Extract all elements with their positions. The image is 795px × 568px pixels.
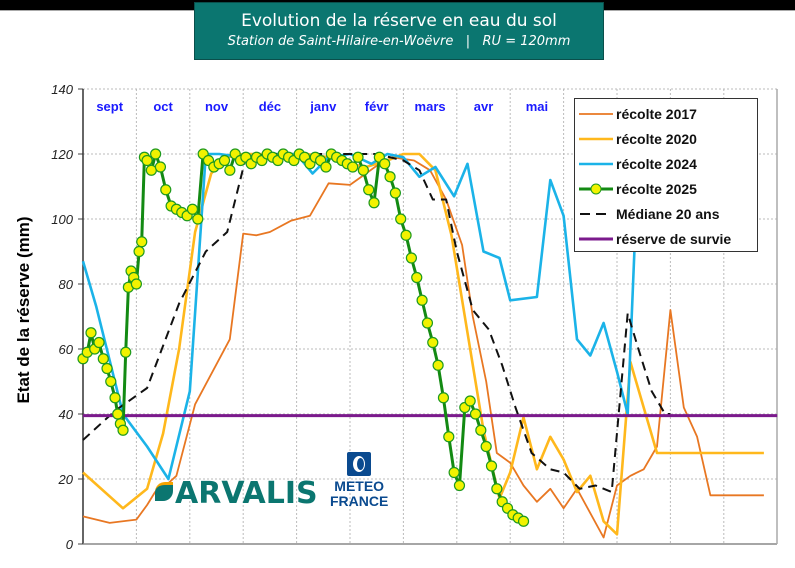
y-tick-label: 140 bbox=[51, 82, 73, 97]
month-label: févr bbox=[365, 99, 389, 114]
legend-swatch-icon bbox=[579, 107, 613, 121]
month-label: mai bbox=[526, 99, 548, 114]
legend-item: récolte 2020 bbox=[579, 126, 753, 151]
y-tick-label: 60 bbox=[59, 342, 74, 357]
y-tick-label: 80 bbox=[59, 277, 74, 292]
month-label: mars bbox=[415, 99, 446, 114]
chart-subtitle: Station de Saint-Hilaire-en-Woëvre | RU … bbox=[227, 34, 571, 49]
legend-item: récolte 2025 bbox=[579, 176, 753, 201]
legend-label: réserve de survie bbox=[616, 230, 732, 247]
y-tick-label: 20 bbox=[58, 472, 74, 487]
legend-item: récolte 2024 bbox=[579, 151, 753, 176]
month-label: janv bbox=[309, 99, 337, 114]
legend-item: Médiane 20 ans bbox=[579, 201, 753, 226]
arvalis-leaf-icon bbox=[155, 482, 173, 501]
legend-swatch-icon bbox=[579, 232, 613, 246]
legend-item: récolte 2017 bbox=[579, 101, 753, 126]
meteo-france-logo: METEO FRANCE bbox=[330, 452, 388, 509]
series-line bbox=[82, 156, 764, 539]
legend-label: récolte 2020 bbox=[616, 130, 697, 147]
legend-swatch-icon bbox=[579, 182, 613, 196]
legend-label: récolte 2017 bbox=[616, 105, 697, 122]
month-label: avr bbox=[474, 99, 494, 114]
legend-swatch-icon bbox=[579, 157, 613, 171]
month-label: déc bbox=[259, 99, 281, 114]
chart-title-box: Evolution de la réserve en eau du sol St… bbox=[194, 2, 604, 60]
y-tick-label: 100 bbox=[51, 212, 73, 227]
arvalis-logo: ARVALIS bbox=[155, 476, 318, 511]
month-label: nov bbox=[205, 99, 229, 114]
y-tick-label: 0 bbox=[66, 537, 74, 552]
series-line bbox=[81, 152, 640, 481]
legend-label: Médiane 20 ans bbox=[616, 205, 720, 222]
meteo-france-icon bbox=[347, 452, 372, 476]
legend-item: réserve de survie bbox=[579, 226, 753, 251]
legend-swatch-icon bbox=[579, 207, 613, 221]
series-line bbox=[82, 153, 671, 493]
month-label: oct bbox=[153, 99, 173, 114]
y-tick-label: 120 bbox=[51, 147, 73, 162]
chart-legend: récolte 2017 récolte 2020 récolte 2024 réco… bbox=[574, 98, 758, 252]
series-line bbox=[81, 152, 525, 523]
y-tick-label: 40 bbox=[59, 407, 74, 422]
legend-swatch-icon bbox=[579, 132, 613, 146]
legend-label: récolte 2024 bbox=[616, 155, 697, 172]
chart-title: Evolution de la réserve en eau du sol bbox=[241, 11, 557, 31]
month-label: sept bbox=[96, 99, 123, 114]
legend-label: récolte 2025 bbox=[616, 180, 697, 197]
